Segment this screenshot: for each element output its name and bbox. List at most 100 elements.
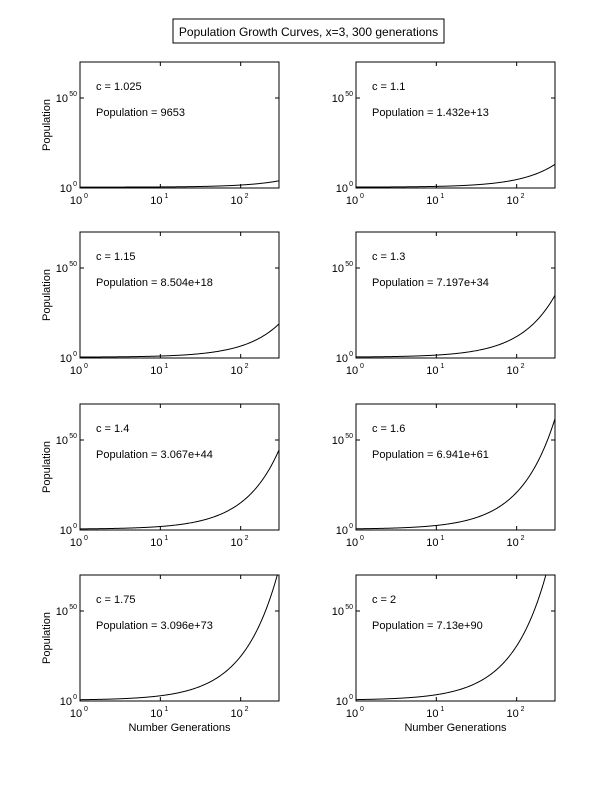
x-tick-exponent: 0 (360, 706, 364, 713)
population-label: Population = 1.432e+13 (372, 107, 489, 119)
x-tick-label: 10 (231, 195, 243, 207)
x-tick-exponent: 0 (360, 193, 364, 200)
growth-curve (356, 575, 547, 701)
title-box (172, 18, 445, 44)
y-tick-exponent: 50 (69, 91, 77, 98)
x-tick-label: 10 (346, 537, 358, 549)
x-tick-exponent: 1 (164, 193, 168, 200)
population-label: Population = 9653 (96, 107, 185, 119)
x-tick-exponent: 0 (84, 706, 88, 713)
y-tick-label: 10 (56, 435, 68, 447)
x-tick-label: 10 (426, 365, 438, 377)
x-tick-exponent: 1 (440, 535, 444, 542)
y-tick-label: 10 (336, 696, 348, 708)
x-tick-label: 10 (426, 195, 438, 207)
y-tick-exponent: 0 (73, 181, 77, 188)
x-tick-exponent: 2 (245, 535, 249, 542)
x-tick-exponent: 1 (440, 193, 444, 200)
x-tick-label: 10 (150, 195, 162, 207)
y-tick-exponent: 0 (73, 523, 77, 530)
population-label: Population = 8.504e+18 (96, 277, 213, 289)
growth-rate-label: c = 1.025 (96, 81, 142, 93)
y-axis-label: Population (41, 612, 53, 664)
x-tick-label: 10 (346, 708, 358, 720)
x-tick-label: 10 (426, 537, 438, 549)
growth-rate-label: c = 1.3 (372, 251, 405, 263)
plot-frame (355, 61, 556, 189)
x-tick-label: 10 (70, 708, 82, 720)
x-tick-exponent: 0 (360, 535, 364, 542)
x-tick-exponent: 1 (440, 363, 444, 370)
y-tick-label: 10 (60, 183, 72, 195)
x-tick-label: 10 (231, 365, 243, 377)
x-tick-exponent: 1 (440, 706, 444, 713)
y-axis-label: Population (41, 99, 53, 151)
plot-frame (79, 574, 280, 702)
y-tick-exponent: 0 (73, 694, 77, 701)
growth-rate-label: c = 2 (372, 594, 396, 606)
y-tick-exponent: 50 (345, 433, 353, 440)
y-tick-exponent: 0 (349, 694, 353, 701)
x-tick-label: 10 (70, 537, 82, 549)
y-tick-exponent: 0 (349, 523, 353, 530)
y-tick-label: 10 (60, 696, 72, 708)
growth-curve (356, 163, 555, 188)
x-axis-label: Number Generations (404, 722, 507, 734)
y-tick-exponent: 0 (349, 351, 353, 358)
x-tick-label: 10 (231, 708, 243, 720)
growth-rate-label: c = 1.6 (372, 423, 405, 435)
x-tick-exponent: 0 (360, 363, 364, 370)
plot-frame (355, 231, 556, 359)
x-tick-label: 10 (346, 195, 358, 207)
growth-curve (80, 575, 278, 701)
y-tick-label: 10 (332, 93, 344, 105)
growth-rate-label: c = 1.15 (96, 251, 135, 263)
population-label: Population = 3.096e+73 (96, 620, 213, 632)
y-tick-label: 10 (56, 93, 68, 105)
population-label: Population = 7.197e+34 (372, 277, 489, 289)
y-tick-label: 10 (336, 525, 348, 537)
y-axis-label: Population (41, 269, 53, 321)
plot-frame (79, 403, 280, 531)
x-tick-label: 10 (150, 365, 162, 377)
x-tick-exponent: 2 (521, 363, 525, 370)
y-tick-exponent: 50 (345, 604, 353, 611)
x-tick-label: 10 (507, 537, 519, 549)
x-tick-exponent: 0 (84, 363, 88, 370)
x-tick-label: 10 (507, 195, 519, 207)
growth-rate-label: c = 1.75 (96, 594, 135, 606)
figure-title: Population Growth Curves, x=3, 300 gener… (179, 25, 438, 39)
x-tick-exponent: 1 (164, 706, 168, 713)
population-label: Population = 6.941e+61 (372, 449, 489, 461)
x-tick-label: 10 (231, 537, 243, 549)
population-label: Population = 7.13e+90 (372, 620, 483, 632)
x-tick-exponent: 2 (521, 193, 525, 200)
growth-curve (80, 323, 279, 358)
x-tick-exponent: 1 (164, 535, 168, 542)
y-tick-exponent: 0 (349, 181, 353, 188)
growth-curve (356, 418, 555, 530)
y-tick-exponent: 50 (345, 91, 353, 98)
plot-frame (79, 231, 280, 359)
x-tick-label: 10 (150, 537, 162, 549)
x-tick-label: 10 (426, 708, 438, 720)
y-tick-label: 10 (332, 606, 344, 618)
y-tick-label: 10 (60, 525, 72, 537)
x-tick-exponent: 2 (521, 706, 525, 713)
plot-frame (355, 403, 556, 531)
x-tick-exponent: 2 (245, 363, 249, 370)
y-tick-label: 10 (56, 263, 68, 275)
y-tick-exponent: 50 (69, 604, 77, 611)
plot-frame (355, 574, 556, 702)
x-tick-label: 10 (346, 365, 358, 377)
